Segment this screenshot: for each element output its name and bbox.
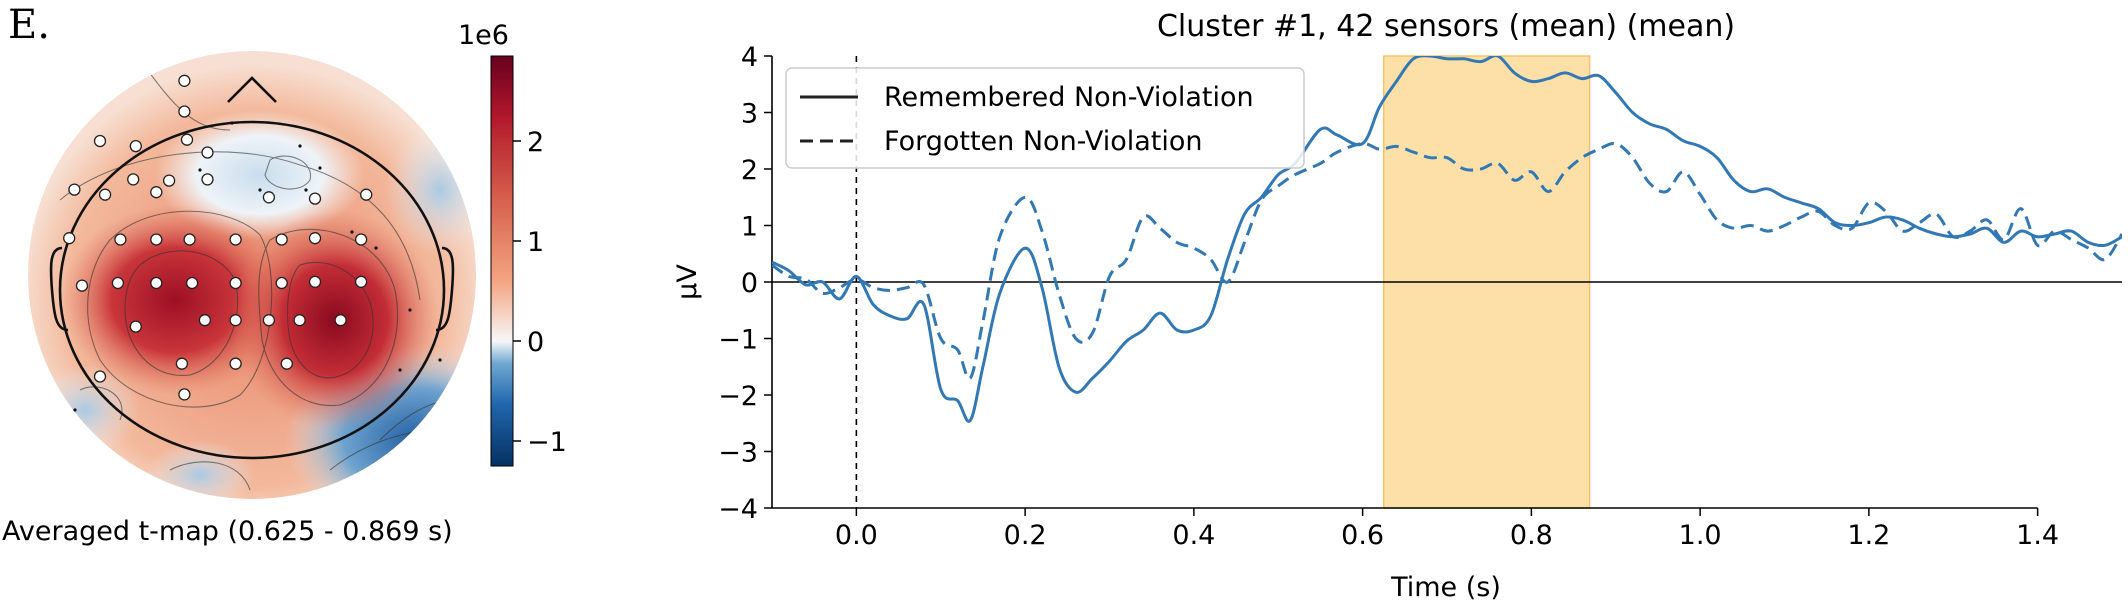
x-tick-label: 0.0 xyxy=(835,520,878,551)
sensor-marker xyxy=(201,173,214,186)
sensor-marker xyxy=(275,233,288,246)
sensor-marker xyxy=(198,314,212,327)
sensor-marker xyxy=(178,105,191,118)
x-tick-label: 1.0 xyxy=(1679,520,1722,551)
legend: Remembered Non-Violation Forgotten Non-V… xyxy=(785,67,1305,169)
sensor-marker xyxy=(68,183,81,196)
colorbar-tick-label: 1 xyxy=(527,227,544,258)
x-tick-label: 0.6 xyxy=(1341,520,1384,551)
sensor-marker xyxy=(178,74,191,87)
sensor-marker xyxy=(308,192,322,205)
sensor-marker xyxy=(150,186,163,199)
sensor-marker xyxy=(150,276,163,290)
y-tick-label: −4 xyxy=(718,494,758,525)
right-ear xyxy=(435,246,455,332)
sensor-marker xyxy=(183,233,196,246)
y-tick-label: 1 xyxy=(741,212,758,243)
colorbar-exponent: 1e6 xyxy=(458,20,509,51)
head-outline xyxy=(58,120,446,460)
x-tick-label: 0.2 xyxy=(1004,520,1047,551)
sensor-marker xyxy=(127,173,140,186)
sensor-marker xyxy=(129,320,142,333)
x-tick-label: 0.8 xyxy=(1510,520,1553,551)
sensor-marker xyxy=(334,314,347,327)
chart-title: Cluster #1, 42 sensors (mean) (mean) xyxy=(1157,9,1735,44)
sensor-marker xyxy=(360,188,373,201)
sensor-marker xyxy=(175,357,189,370)
series-remembered-line xyxy=(772,56,2122,423)
sensor-marker xyxy=(162,174,176,187)
sensor-marker xyxy=(293,314,306,327)
topomap: −1 0 1 2 1e6 Averaged t-map (0.625 - 0.869 … xyxy=(2,20,567,547)
sensor-marker xyxy=(354,275,368,288)
sensor-marker xyxy=(308,275,322,288)
x-tick-label: 1.2 xyxy=(1847,520,1890,551)
left-ear xyxy=(49,246,69,332)
colorbar xyxy=(490,55,514,467)
sensor-marker xyxy=(111,276,125,290)
legend-label-forgotten: Forgotten Non-Violation xyxy=(884,126,1203,157)
sensor-marker xyxy=(308,232,322,245)
legend-box xyxy=(785,67,1305,169)
sensor-marker xyxy=(229,357,242,370)
y-tick-label: −1 xyxy=(718,325,758,356)
colorbar-tick-label: 2 xyxy=(527,127,544,158)
sensor-marker xyxy=(180,133,194,146)
sensor-marker xyxy=(185,276,199,290)
y-tick-label: 4 xyxy=(741,42,758,73)
x-axis-label: Time (s) xyxy=(1390,572,1501,603)
topomap-caption: Averaged t-map (0.625 - 0.869 s) xyxy=(2,516,453,547)
sensor-marker xyxy=(229,233,242,246)
sensor-marker xyxy=(229,276,242,290)
x-tick-label: 0.4 xyxy=(1172,520,1215,551)
y-tick-label: 2 xyxy=(741,155,758,186)
sensor-marker xyxy=(98,188,112,201)
colorbar-tick-label: −1 xyxy=(527,427,567,458)
sensor-marker xyxy=(262,191,276,204)
cluster-sensors xyxy=(63,74,373,401)
series-layer xyxy=(772,56,2122,423)
sensor-marker xyxy=(129,139,142,153)
colorbar-ticks: −1 0 1 2 xyxy=(513,127,567,458)
y-axis-label: µV xyxy=(672,264,703,300)
sensor-marker xyxy=(150,233,163,246)
sensor-marker xyxy=(201,146,214,159)
y-tick-label: 0 xyxy=(741,268,758,299)
legend-label-remembered: Remembered Non-Violation xyxy=(884,82,1254,113)
series-forgotten-line xyxy=(772,141,2122,381)
x-tick-label: 1.4 xyxy=(2016,520,2059,551)
sensor-marker xyxy=(275,276,288,290)
sensor-marker xyxy=(63,232,76,245)
sensor-marker xyxy=(354,233,368,246)
sensor-marker xyxy=(178,388,191,401)
y-tick-label: −3 xyxy=(718,438,758,469)
sensor-marker xyxy=(262,314,276,327)
y-tick-label: 3 xyxy=(741,99,758,130)
nose-outline xyxy=(227,76,277,103)
sensor-marker xyxy=(114,233,127,246)
sensor-marker xyxy=(93,370,107,383)
sensor-marker xyxy=(280,357,293,370)
colorbar-tick-label: 0 xyxy=(527,327,544,358)
axes: −4 −3 −2 −1 0 1 2 3 4 0.0 0.2 0.4 0.6 0.8 1.0 1.2 1.4 xyxy=(718,42,2122,551)
erp-chart: Cluster #1, 42 sensors (mean) (mean) −4−… xyxy=(672,9,2122,603)
y-tick-label: −2 xyxy=(718,381,758,412)
sensor-marker xyxy=(229,314,242,327)
sensor-marker xyxy=(75,279,89,292)
sensor-marker xyxy=(93,134,107,148)
panel-label: E. xyxy=(8,2,50,48)
